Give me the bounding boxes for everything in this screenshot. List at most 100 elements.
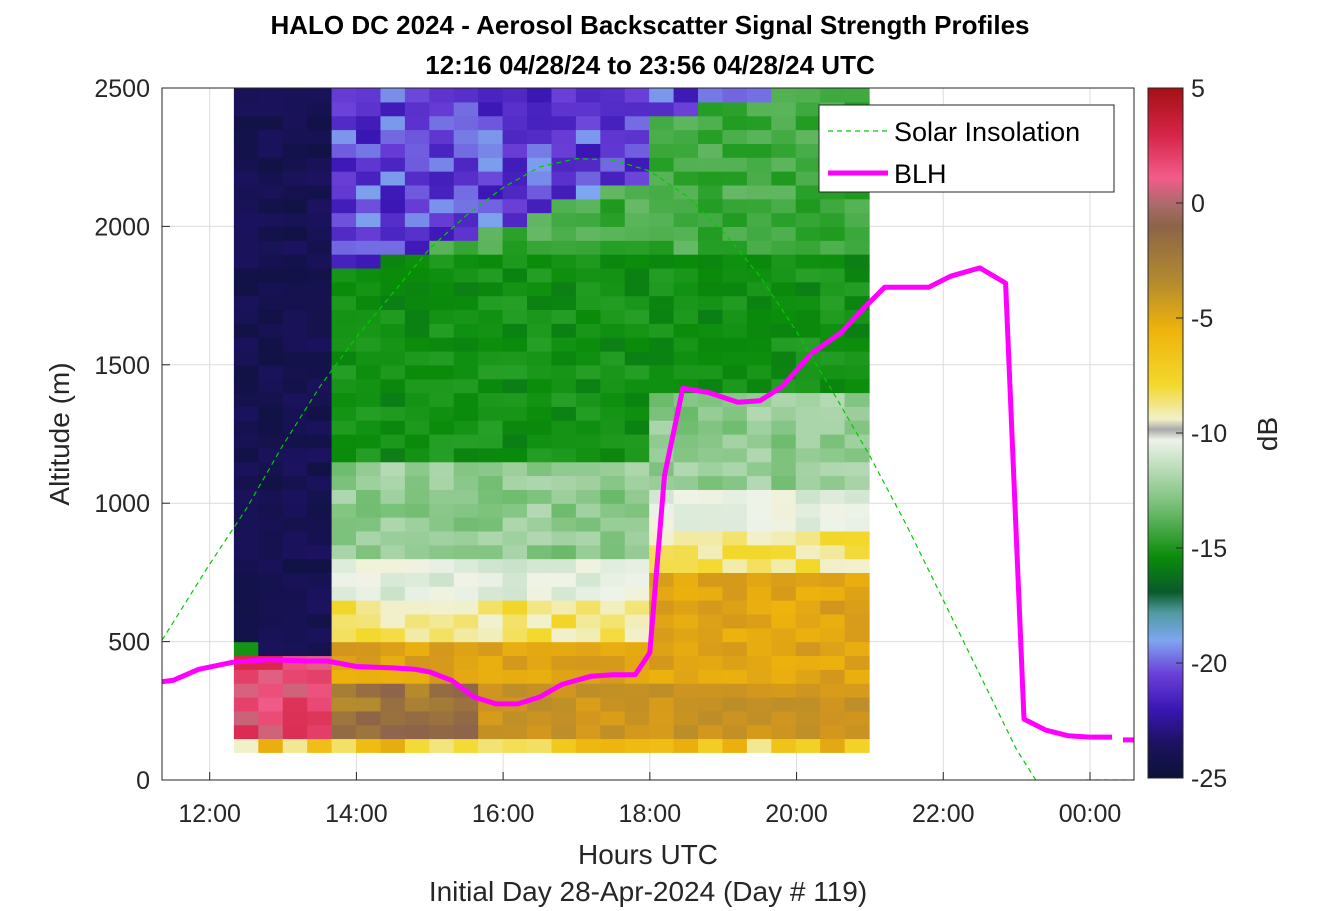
heatmap-cell <box>356 517 382 532</box>
heatmap-cell <box>624 101 650 117</box>
heatmap-cell <box>649 240 675 255</box>
heatmap-cell <box>502 572 528 587</box>
heatmap-cell <box>673 489 699 504</box>
heatmap-cell <box>673 696 699 712</box>
heatmap-cell <box>478 101 504 117</box>
heatmap-cell <box>331 724 357 740</box>
heatmap-cell <box>698 434 724 449</box>
heatmap-cell <box>551 530 577 546</box>
heatmap-cell <box>624 558 650 573</box>
heatmap-cell <box>258 240 284 255</box>
heatmap-cell <box>331 738 357 753</box>
heatmap-cell <box>282 171 308 186</box>
colorbar-ticks: 5 0 -5 -10 -15 -20 -25 <box>1176 75 1227 793</box>
heatmap-cell <box>527 129 553 144</box>
heatmap-cell <box>844 586 870 601</box>
heatmap-cell <box>795 129 821 144</box>
heatmap-cell <box>795 184 821 200</box>
heatmap-cell <box>624 627 650 643</box>
heatmap-cell <box>624 489 650 504</box>
heatmap-cell <box>453 420 479 435</box>
heatmap-cell <box>551 226 577 241</box>
heatmap-cell <box>722 171 748 186</box>
heatmap-cell <box>233 724 259 740</box>
heatmap-cell <box>453 406 479 421</box>
heatmap-cell <box>380 683 406 698</box>
heatmap-cell <box>649 572 675 587</box>
heatmap-cell <box>404 489 430 504</box>
heatmap-cell <box>820 198 846 214</box>
heatmap-cell <box>795 392 821 407</box>
heatmap-cell <box>331 378 357 394</box>
heatmap-cell <box>722 683 748 698</box>
heatmap-cell <box>453 184 479 200</box>
heatmap-cell <box>429 683 455 698</box>
heatmap-cell <box>404 641 430 657</box>
heatmap-cell <box>307 489 333 504</box>
heatmap-cell <box>502 226 528 241</box>
heatmap-cell <box>233 295 259 311</box>
heatmap-cell <box>746 641 772 657</box>
heatmap-cell <box>380 600 406 615</box>
heatmap-cell <box>771 517 797 532</box>
heatmap-cell <box>404 420 430 435</box>
heatmap-cell <box>233 392 259 407</box>
heatmap-cell <box>771 226 797 241</box>
heatmap-cell <box>844 600 870 615</box>
heatmap-cell <box>478 184 504 200</box>
heatmap-cell <box>356 281 382 297</box>
heatmap-cell <box>429 655 455 670</box>
heatmap-cell <box>453 281 479 297</box>
heatmap-cell <box>795 627 821 643</box>
heatmap-cell <box>380 378 406 394</box>
heatmap-cell <box>551 447 577 463</box>
heatmap-cell <box>282 738 308 753</box>
heatmap-cell <box>795 198 821 214</box>
heatmap-cell <box>746 530 772 546</box>
heatmap-cell <box>844 517 870 532</box>
heatmap-cell <box>331 254 357 269</box>
heatmap-cell <box>258 198 284 214</box>
heatmap-cell <box>844 447 870 463</box>
heatmap-cell <box>844 323 870 338</box>
heatmap-cell <box>673 641 699 657</box>
heatmap-cell <box>746 447 772 463</box>
heatmap-cell <box>698 115 724 131</box>
heatmap-cell <box>258 530 284 546</box>
heatmap-cell <box>844 544 870 560</box>
heatmap-cell <box>746 226 772 241</box>
heatmap-cell <box>380 157 406 172</box>
heatmap-cell <box>307 157 333 172</box>
heatmap-cell <box>429 309 455 324</box>
heatmap-cell <box>258 254 284 269</box>
heatmap-cell <box>453 115 479 131</box>
heatmap-cell <box>551 267 577 283</box>
heatmap-cell <box>698 364 724 380</box>
heatmap-cell <box>722 88 748 103</box>
heatmap-cell <box>746 655 772 670</box>
heatmap-cell <box>722 364 748 380</box>
heatmap-cell <box>478 240 504 255</box>
heatmap-cell <box>307 88 333 103</box>
heatmap-cell <box>429 115 455 131</box>
heatmap-cell <box>795 434 821 449</box>
heatmap-cell <box>307 613 333 629</box>
heatmap-cell <box>527 447 553 463</box>
heatmap-cell <box>429 530 455 546</box>
heatmap-cell <box>722 517 748 532</box>
heatmap-cell <box>575 240 601 255</box>
heatmap-cell <box>820 434 846 449</box>
heatmap-cell <box>258 171 284 186</box>
heatmap-cell <box>404 600 430 615</box>
heatmap-cell <box>600 572 626 587</box>
heatmap-cell <box>551 724 577 740</box>
x-tick-label: 22:00 <box>912 800 975 828</box>
heatmap-cell <box>478 350 504 366</box>
heatmap-cell <box>502 101 528 117</box>
heatmap-cell <box>307 517 333 532</box>
heatmap-cell <box>307 267 333 283</box>
heatmap-cell <box>649 434 675 449</box>
heatmap-cell <box>722 420 748 435</box>
heatmap-cell <box>282 669 308 684</box>
heatmap-cell <box>233 683 259 698</box>
